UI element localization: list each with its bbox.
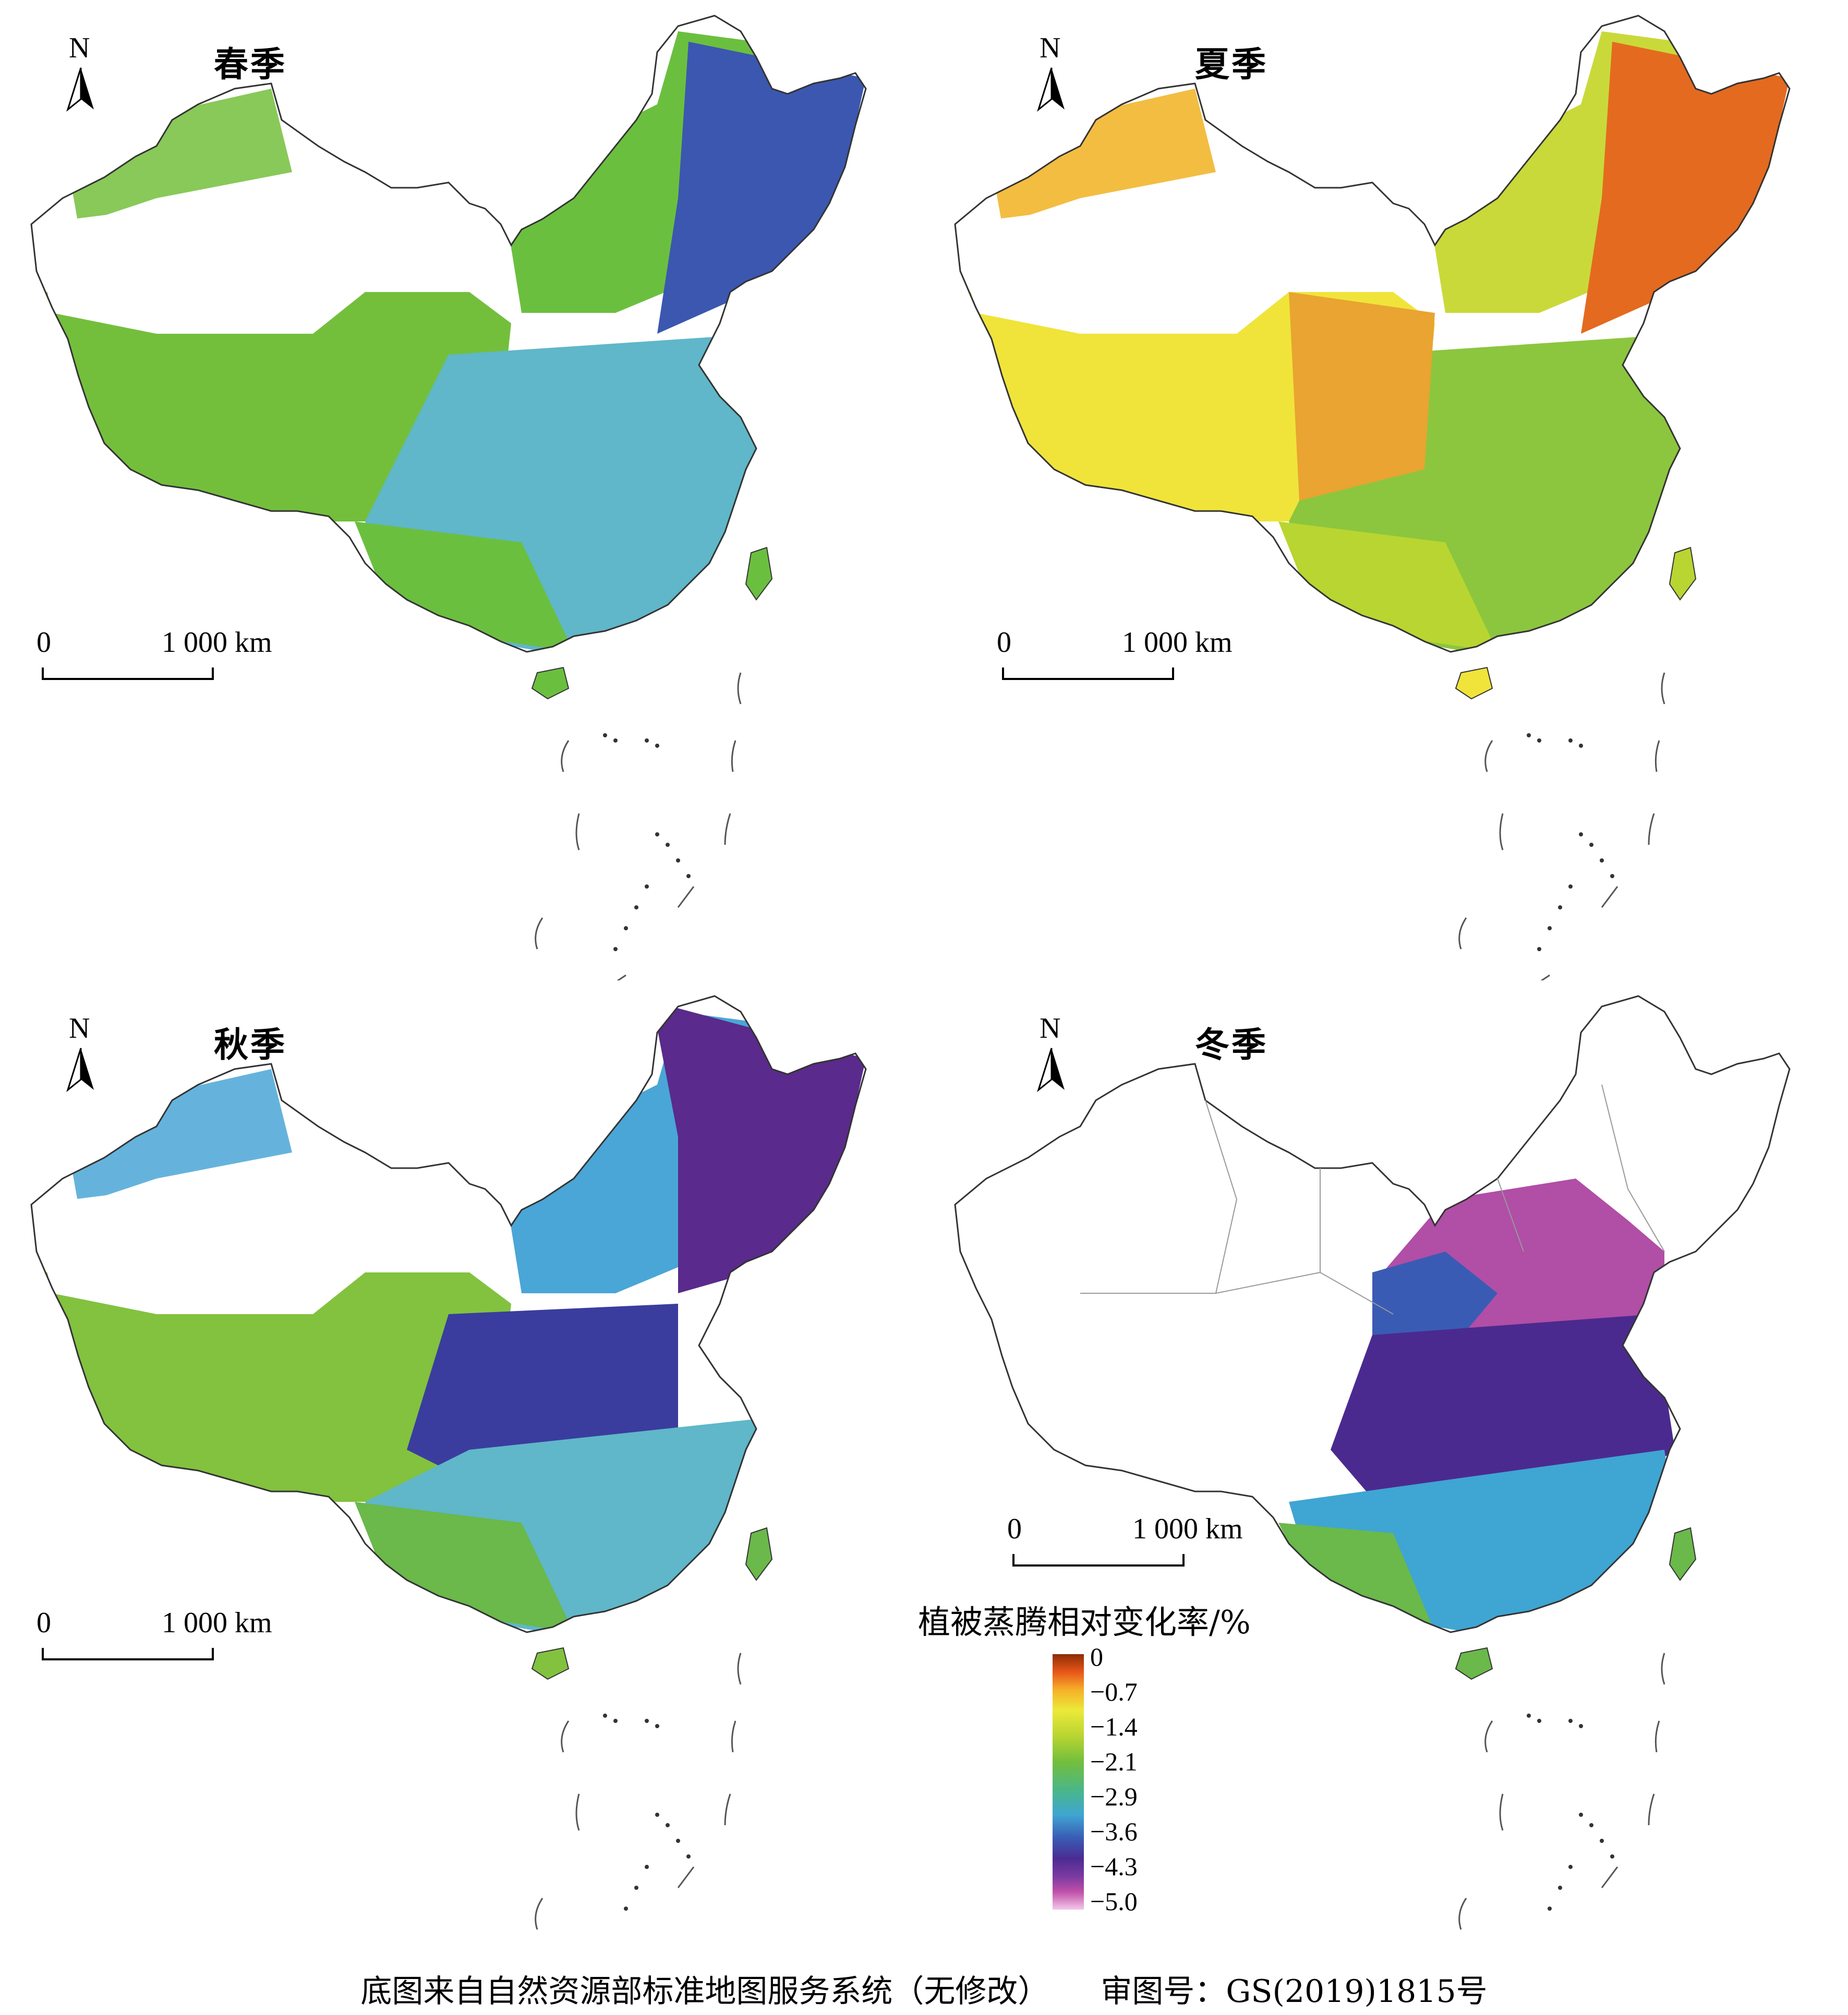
legend-tick: −2.9 [1090, 1782, 1138, 1811]
scale-zero: 0 [37, 626, 51, 659]
map-panel-autumn: N 秋季 0 1 000 km [0, 980, 924, 1961]
scale-bar-line [1002, 667, 1174, 680]
panel-title: 秋季 [214, 1024, 287, 1065]
north-arrow-icon [66, 67, 94, 112]
north-label: N [69, 32, 90, 64]
scale-bar: 0 1 000 km [997, 626, 1233, 680]
map-source-footer: 底图来自自然资源部标准地图服务系统（无修改） 审图号：GS(2019)1815号 [0, 1966, 1848, 2011]
map-panel-summer: N 夏季 0 1 000 km [924, 0, 1847, 980]
legend-tick: −0.7 [1090, 1677, 1138, 1706]
china-map-summer [954, 15, 1791, 980]
panel-title: 冬季 [1195, 1024, 1268, 1065]
legend-color-ramp [1053, 1654, 1084, 1910]
scale-zero: 0 [1007, 1513, 1022, 1545]
legend-tick: −4.3 [1090, 1852, 1138, 1881]
scale-length: 1 000 km [162, 1607, 272, 1639]
north-arrow-icon [1037, 67, 1065, 112]
taiwan [745, 547, 773, 601]
scale-bar: 0 1 000 km [37, 1606, 272, 1660]
scale-length: 1 000 km [1122, 626, 1233, 659]
country-border [30, 15, 867, 653]
legend-tick: −5.0 [1090, 1887, 1138, 1916]
north-arrow-icon [66, 1048, 94, 1093]
map-panel-spring: N 春季 0 1 000 km [0, 0, 924, 980]
region-desert-blank [31, 209, 365, 334]
china-map-winter [954, 995, 1791, 1930]
hainan [531, 666, 570, 700]
legend-tick: −2.1 [1090, 1747, 1138, 1776]
color-legend: 植被蒸腾相对变化率/% 0 −0.7 −1.4 −2.1 −2.9 −3.6 −… [918, 1596, 1283, 1929]
china-map-spring [30, 15, 867, 980]
panel-title: 夏季 [1195, 44, 1268, 84]
scale-length: 1 000 km [1132, 1513, 1243, 1545]
south-china-sea-islands [603, 733, 691, 951]
legend-tick: 0 [1090, 1642, 1103, 1671]
scale-zero: 0 [997, 626, 1011, 659]
north-arrow: N [1028, 1012, 1075, 1100]
scale-bar: 0 1 000 km [1007, 1512, 1243, 1567]
region-xinjiang-north [63, 89, 292, 224]
legend-tick: −1.4 [1090, 1712, 1138, 1741]
scale-bar-line [42, 1648, 214, 1660]
region-northeast [657, 42, 866, 334]
legend-tick: −3.6 [1090, 1817, 1138, 1846]
north-label: N [1040, 1012, 1061, 1045]
north-arrow: N [1028, 31, 1075, 120]
map-panel-winter: N 冬季 0 1 000 km [924, 980, 1847, 1961]
north-label: N [69, 1012, 90, 1045]
north-arrow-icon [1037, 1048, 1065, 1093]
south-china-sea-dashes [535, 672, 742, 980]
legend-title: 植被蒸腾相对变化率/% [918, 1603, 1251, 1641]
region-west-plateau [31, 292, 511, 521]
north-label: N [1040, 32, 1061, 64]
scale-bar: 0 1 000 km [37, 626, 272, 680]
north-arrow: N [57, 1012, 104, 1100]
scale-zero: 0 [37, 1607, 51, 1639]
map-source-text: 底图来自自然资源部标准地图服务系统（无修改） [360, 1973, 1049, 2010]
scale-bar-line [42, 667, 214, 680]
scale-bar-line [1012, 1554, 1185, 1567]
map-approval-number: 审图号：GS(2019)1815号 [1101, 1973, 1488, 2010]
scale-length: 1 000 km [162, 626, 272, 659]
panel-title: 春季 [214, 44, 287, 84]
china-map-autumn [30, 995, 867, 1930]
north-arrow: N [57, 31, 104, 120]
